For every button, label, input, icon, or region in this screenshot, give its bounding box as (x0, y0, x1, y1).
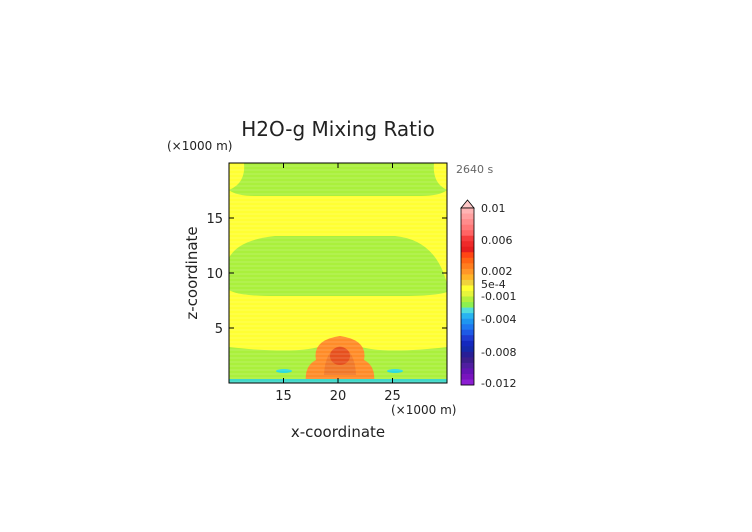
x-tick-label: 20 (330, 389, 347, 404)
y-ticks: 5 10 15 (206, 212, 447, 337)
colorbar-swatch (461, 213, 474, 220)
colorbar-swatch (461, 313, 474, 319)
colorbar-swatch (461, 307, 474, 314)
band-top (229, 163, 447, 196)
colorbar-swatch (461, 296, 474, 303)
colorbar-swatch (461, 324, 474, 330)
colorbar-label: -0.001 (481, 290, 516, 303)
y-tick-label: 15 (206, 212, 223, 227)
colorbar-swatch (461, 357, 474, 364)
y-unit-label: (×1000 m) (167, 139, 232, 153)
colorbar-swatch (461, 224, 474, 231)
colorbar-swatch (461, 379, 474, 386)
y-axis-label: z-coordinate (183, 226, 201, 319)
colorbar-swatch (461, 335, 474, 342)
colorbar-label: 0.01 (481, 202, 506, 215)
colorbar-swatch (461, 235, 474, 242)
colorbar-swatch (461, 329, 474, 336)
y-tick-label: 10 (206, 267, 223, 282)
x-tick-label: 15 (275, 389, 292, 404)
colorbar-swatch (461, 285, 474, 292)
time-label: 2640 s (456, 163, 493, 176)
colorbar-swatch (461, 263, 474, 270)
x-tick-label: 25 (384, 389, 401, 404)
x-unit-label: (×1000 m) (391, 403, 456, 417)
colorbar-swatch (461, 368, 474, 375)
colorbar-swatch (461, 219, 474, 225)
cyan-left (276, 369, 292, 373)
colorbar-swatch (461, 346, 474, 353)
colorbar-label: -0.012 (481, 377, 516, 390)
plume-core (330, 347, 350, 365)
colorbar (460, 199, 475, 386)
colorbar-swatch (461, 208, 474, 214)
colorbar-label: 0.006 (481, 234, 513, 247)
contour-field (229, 163, 447, 383)
x-ticks: 15 20 25 (275, 163, 401, 404)
colorbar-frame (460, 207, 475, 386)
blob-top-left (229, 163, 245, 190)
blob-top-right (433, 163, 447, 190)
colorbar-swatch (461, 318, 474, 325)
colorbar-swatch (461, 362, 474, 369)
colorbar-label: 0.002 (481, 265, 513, 278)
colorbar-label: -0.008 (481, 346, 516, 359)
colorbar-swatch (461, 279, 474, 286)
colorbar-swatch (461, 351, 474, 358)
colorbar-swatch (461, 302, 474, 308)
x-axis-label: x-coordinate (291, 423, 385, 441)
colorbar-swatch (461, 274, 474, 281)
colorbar-swatch (461, 340, 474, 347)
colorbar-swatch (461, 268, 474, 275)
chart-title: H2O-g Mixing Ratio (241, 117, 435, 141)
colorbar-arrow (460, 199, 475, 209)
colorbar-swatch (461, 241, 474, 248)
y-tick-label: 5 (215, 322, 223, 337)
colorbar-label: 5e-4 (481, 278, 506, 291)
colorbar-swatch (461, 257, 474, 264)
band-middle (229, 236, 447, 296)
colorbar-swatch (461, 252, 474, 259)
cyan-right (387, 369, 403, 373)
scanlines (229, 165, 447, 383)
colorbar-swatch (461, 230, 474, 236)
colorbar-swatch (461, 246, 474, 253)
colorbar-label: -0.004 (481, 313, 516, 326)
colorbar-swatch (461, 290, 474, 297)
colorbar-swatch (461, 373, 474, 380)
